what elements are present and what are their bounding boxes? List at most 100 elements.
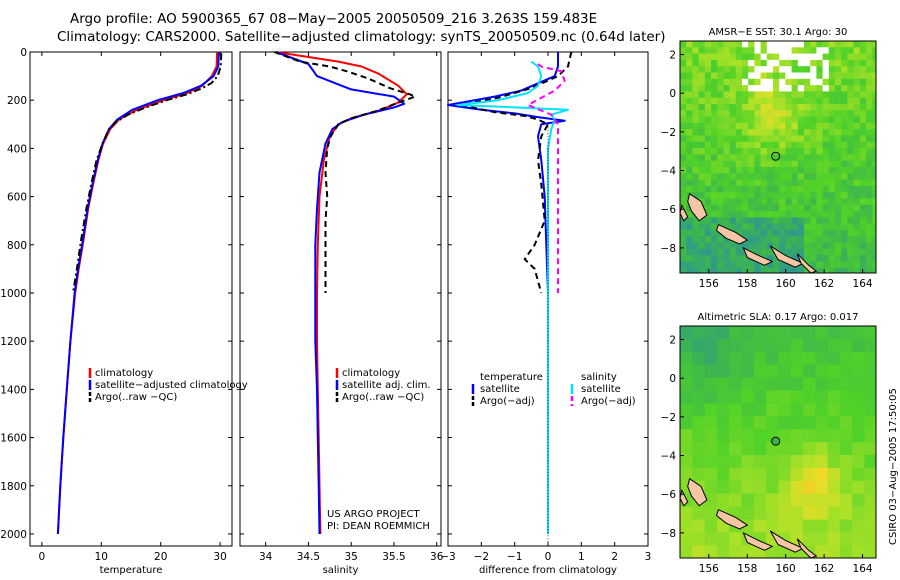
sst-map-cell xyxy=(797,223,805,231)
sst-missing-cell xyxy=(779,53,786,61)
sst-map-cell xyxy=(692,261,700,269)
sla-map-cell xyxy=(766,326,779,340)
sst-map-cell xyxy=(704,255,712,262)
sst-map-cell xyxy=(711,148,718,155)
sst-missing-cell xyxy=(791,53,799,61)
sst-map-cell xyxy=(804,267,811,273)
sla-map-cell xyxy=(864,403,876,417)
sst-map-cell xyxy=(785,217,793,225)
sst-map-cell xyxy=(711,78,718,86)
sst-map-cell xyxy=(760,116,768,124)
sst-map-cell xyxy=(742,167,749,174)
sst-map-cell xyxy=(791,160,799,168)
sst-map-cell xyxy=(779,91,786,99)
sst-map-cell xyxy=(810,129,817,136)
sst-map-field xyxy=(680,41,876,273)
sst-map-cell xyxy=(723,148,731,155)
sst-map-cell xyxy=(847,154,855,162)
sst-map-lat-label: 0 xyxy=(669,88,676,100)
sst-map-cell xyxy=(816,148,824,155)
sst-map-cell xyxy=(711,167,718,174)
sst-map-cell xyxy=(711,204,718,212)
sst-map-cell xyxy=(711,242,718,250)
sla-map-cell xyxy=(790,338,804,353)
sst-map-cell xyxy=(797,261,805,269)
sst-map-cell xyxy=(723,47,731,55)
sst-missing-cell xyxy=(760,66,768,73)
sst-map-cell xyxy=(859,116,867,124)
sst-map-cell xyxy=(853,41,861,48)
sla-map-cell xyxy=(839,519,853,533)
sst-map-cell xyxy=(816,66,824,73)
sst-map-cell xyxy=(866,148,873,155)
sst-map-cell xyxy=(773,230,780,237)
sst-map-cell xyxy=(804,185,811,193)
sst-map-cell xyxy=(717,204,724,212)
sst-map-cell xyxy=(735,267,743,273)
sst-map-cell xyxy=(754,185,762,193)
sst-map-cell xyxy=(859,198,867,206)
sst-map-cell xyxy=(866,91,873,99)
sst-map-cell xyxy=(729,211,737,218)
sst-map-cell xyxy=(804,41,811,48)
sst-map-cell xyxy=(686,72,693,80)
sst-missing-cell xyxy=(810,66,817,73)
sla-map-cell xyxy=(704,467,718,482)
sla-map-cell xyxy=(827,442,841,456)
sla-map-cell xyxy=(766,467,779,482)
sla-map-cell xyxy=(704,493,718,508)
sst-map-cell xyxy=(847,248,855,256)
sst-map-cell xyxy=(729,59,737,67)
sst-map-cell xyxy=(717,91,724,99)
sla-map-cell xyxy=(852,545,865,558)
sst-map-cell xyxy=(779,135,786,143)
sst-map-cell xyxy=(822,141,830,149)
sst-map-cell xyxy=(698,59,706,67)
sst-missing-cell xyxy=(822,66,830,73)
sla-map-cell xyxy=(692,403,706,417)
sst-map-cell xyxy=(785,122,793,130)
sst-map-cell xyxy=(692,223,700,231)
sla-map-cell xyxy=(753,326,767,340)
sla-map-cell xyxy=(827,364,841,379)
sst-map-cell xyxy=(711,255,718,262)
sla-map-cell xyxy=(778,390,792,404)
sst-map-cell xyxy=(859,41,867,48)
sst-map-cell xyxy=(866,129,873,136)
sst-map-cell xyxy=(735,167,743,174)
sla-map-cell xyxy=(790,429,804,443)
sst-map-cell xyxy=(698,47,706,55)
sla-map-cell xyxy=(864,519,876,533)
sst-map-cell xyxy=(779,217,786,225)
sst-map-cell xyxy=(711,223,718,231)
sst-map-cell xyxy=(680,160,687,168)
sst-missing-cell xyxy=(797,72,805,80)
sst-map-cell xyxy=(717,72,724,80)
sst-map-cell xyxy=(828,41,836,48)
sla-map-lat-label: −6 xyxy=(661,489,677,501)
sst-map-cell xyxy=(723,267,731,273)
sst-map-cell xyxy=(872,59,876,67)
sst-map-cell xyxy=(785,129,793,136)
sst-map-cell xyxy=(704,154,712,162)
sst-map-cell xyxy=(766,204,774,212)
sst-map-cell xyxy=(748,198,755,206)
sst-map-cell xyxy=(692,236,700,244)
sst-map-cell xyxy=(828,167,836,174)
sst-map-cell xyxy=(735,53,743,61)
sst-map-cell xyxy=(754,198,762,206)
sst-map-cell xyxy=(760,173,768,181)
sst-map-cell xyxy=(766,248,774,256)
sla-map-cell xyxy=(803,429,816,443)
sst-map-cell xyxy=(866,122,873,130)
sst-map-cell xyxy=(766,230,774,237)
sst-map-cell xyxy=(748,242,755,250)
sst-map-cell xyxy=(859,110,867,118)
sla-map-cell xyxy=(827,532,841,546)
sla-map-cell xyxy=(716,493,730,508)
sst-map-cell xyxy=(680,116,687,124)
sst-map-cell xyxy=(773,217,780,225)
sla-map-cell xyxy=(680,326,693,340)
sst-map-cell xyxy=(822,97,830,105)
sst-map-cell xyxy=(766,110,774,118)
